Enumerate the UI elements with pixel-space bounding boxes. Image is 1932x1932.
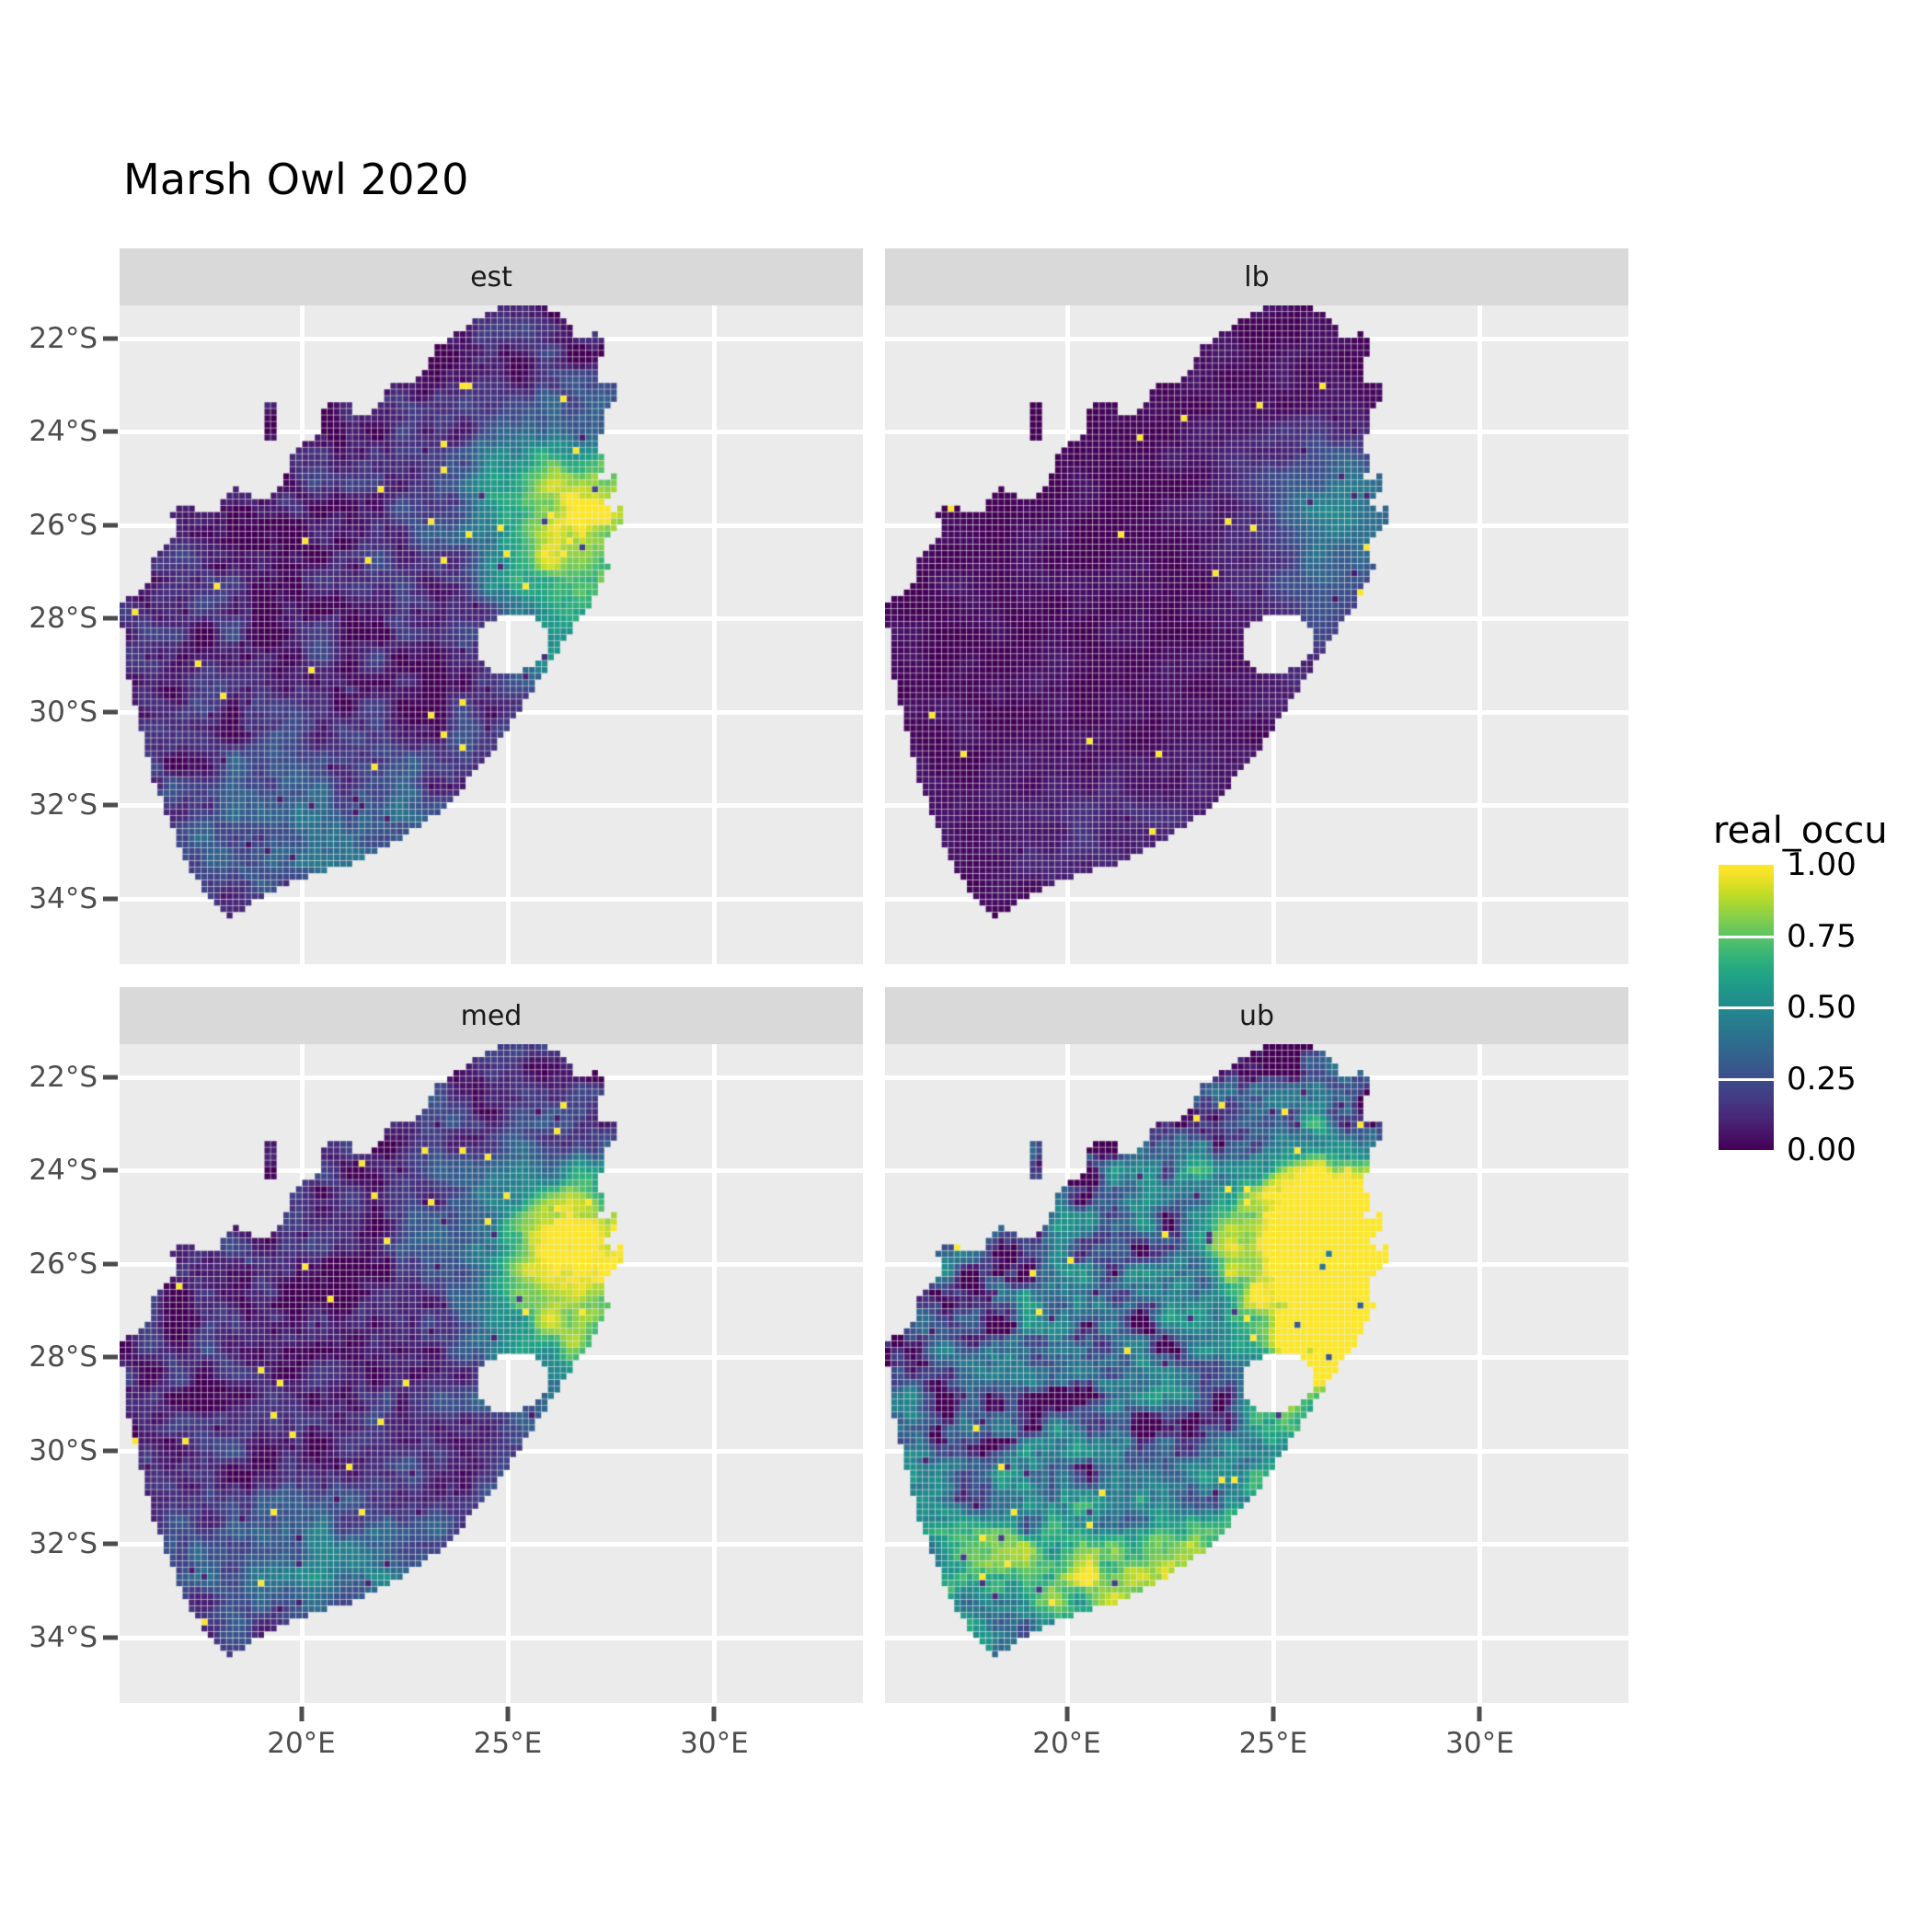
y-axis-tick-mark xyxy=(103,1261,118,1267)
y-axis-tick-mark xyxy=(103,709,118,715)
facet-strip-label: med xyxy=(460,999,523,1032)
x-axis-tick-label: 20°E xyxy=(1032,1727,1101,1760)
x-axis-tick-label: 30°E xyxy=(1445,1727,1514,1760)
y-axis-tick-mark xyxy=(103,523,118,528)
legend-tick-label: 0.00 xyxy=(1787,1132,1857,1168)
facet-strip-lb: lb xyxy=(885,248,1628,305)
y-axis-tick-label: 24°S xyxy=(29,415,98,449)
facet-strip-ub: ub xyxy=(885,987,1628,1044)
x-axis-tick-mark xyxy=(1271,1707,1276,1721)
facet-strip-med: med xyxy=(120,987,863,1044)
x-axis-tick-label: 25°E xyxy=(1238,1727,1308,1760)
occupancy-raster-med xyxy=(120,1044,863,1703)
x-axis-tick-label: 20°E xyxy=(267,1727,336,1760)
y-axis-tick-mark xyxy=(103,336,118,341)
y-axis-tick-label: 24°S xyxy=(29,1154,98,1188)
x-axis-tick-label: 30°E xyxy=(680,1727,749,1760)
x-axis-tick-mark xyxy=(299,1707,304,1721)
occupancy-raster-ub xyxy=(885,1044,1628,1703)
legend-tick-label: 0.50 xyxy=(1787,989,1857,1026)
legend-title: real_occu xyxy=(1713,810,1888,852)
y-axis-tick-mark xyxy=(103,429,118,434)
y-axis-tick-mark xyxy=(103,1075,118,1080)
y-axis-tick-mark xyxy=(103,1448,118,1454)
map-panel-est[interactable] xyxy=(120,305,863,964)
map-panel-ub[interactable] xyxy=(885,1044,1628,1703)
y-axis-tick-label: 32°S xyxy=(29,1527,98,1561)
map-panel-lb[interactable] xyxy=(885,305,1628,964)
y-axis-tick-label: 32°S xyxy=(29,788,98,822)
y-axis-tick-label: 34°S xyxy=(29,881,98,915)
facet-strip-label: lb xyxy=(1244,260,1270,293)
y-axis-tick-label: 22°S xyxy=(29,321,98,355)
facet-strip-label: ub xyxy=(1238,999,1275,1032)
x-axis-tick-label: 25°E xyxy=(473,1727,543,1760)
y-axis-tick-mark xyxy=(103,802,118,808)
y-axis-tick-label: 30°S xyxy=(29,695,98,729)
y-axis-tick-label: 30°S xyxy=(29,1433,98,1467)
map-panel-med[interactable] xyxy=(120,1044,863,1703)
facet-ub: ub xyxy=(885,987,1628,1703)
y-axis-tick-label: 26°S xyxy=(29,1247,98,1281)
x-axis-tick-mark xyxy=(1477,1707,1482,1721)
facet-strip-label: est xyxy=(470,260,512,293)
y-axis-tick-label: 28°S xyxy=(29,602,98,636)
x-axis-tick-mark xyxy=(505,1707,511,1721)
occupancy-raster-lb xyxy=(885,305,1628,964)
facet-strip-est: est xyxy=(120,248,863,305)
facet-lb: lb xyxy=(885,248,1628,964)
y-axis-tick-mark xyxy=(103,896,118,902)
y-axis-tick-mark xyxy=(103,1541,118,1547)
facet-est: est xyxy=(120,248,863,964)
legend-tick-label: 0.75 xyxy=(1787,917,1857,955)
y-axis-tick-label: 34°S xyxy=(29,1620,98,1654)
y-axis-tick-mark xyxy=(103,615,118,621)
y-axis-tick-mark xyxy=(103,1635,118,1640)
legend-tick-mark xyxy=(1719,1077,1774,1081)
legend-tick-label: 1.00 xyxy=(1787,846,1857,883)
y-axis-tick-label: 22°S xyxy=(29,1060,98,1094)
legend-tick-mark xyxy=(1719,935,1774,938)
x-axis-tick-mark xyxy=(711,1707,717,1721)
facet-med: med xyxy=(120,987,863,1703)
y-axis-tick-label: 28°S xyxy=(29,1340,98,1374)
y-axis-tick-mark xyxy=(103,1354,118,1360)
y-axis-tick-label: 26°S xyxy=(29,508,98,542)
page-title: Marsh Owl 2020 xyxy=(123,155,469,204)
legend-tick-mark xyxy=(1719,1006,1774,1009)
y-axis-tick-mark xyxy=(103,1167,118,1173)
legend-tick-label: 0.25 xyxy=(1787,1060,1857,1098)
x-axis-tick-mark xyxy=(1064,1707,1069,1721)
occupancy-raster-est xyxy=(120,305,863,964)
